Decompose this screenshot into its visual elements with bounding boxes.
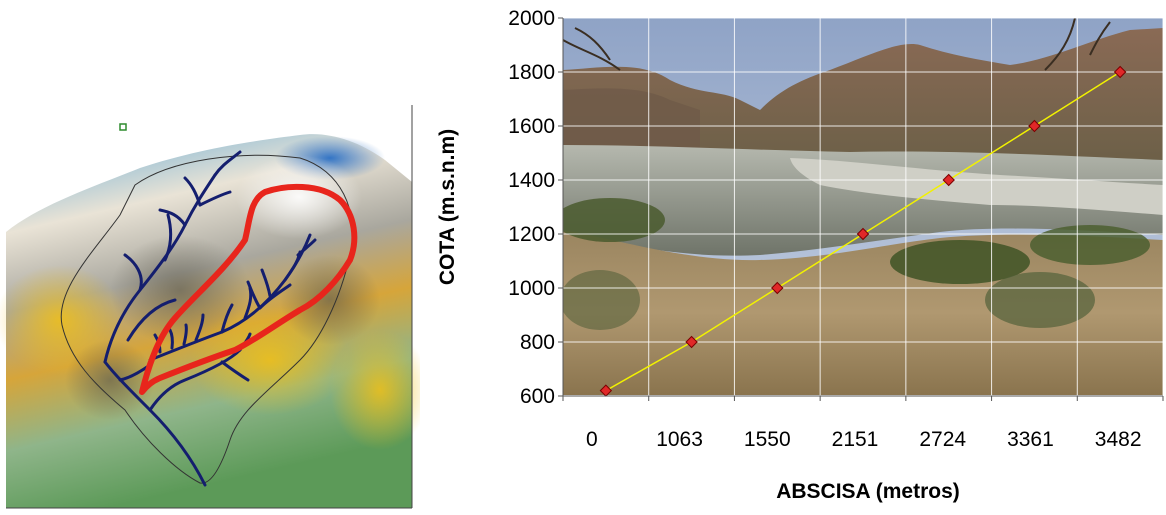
- data-markers: [599, 65, 1127, 397]
- data-point-3: [856, 227, 870, 241]
- x-axis-title: ABSCISA (metros): [776, 480, 960, 503]
- terrain-watershed-map: [0, 105, 420, 509]
- y-tick-label-1: 800: [520, 331, 555, 354]
- elevation-profile-chart: 600 800 1000 1200 1400 1600 1800 2000 0 1063 1550…: [436, 7, 1164, 503]
- basin-outline: [60, 154, 354, 484]
- x-tick-label-4: 2724: [919, 428, 966, 451]
- map-marker-icon: [119, 123, 127, 131]
- x-axis-tick-labels: 0 1063 1550 2151 2724 3361 3482: [586, 428, 1141, 451]
- y-tick-label-2: 1000: [508, 277, 555, 300]
- plot-area: [563, 17, 1164, 397]
- data-point-6: [1113, 65, 1127, 79]
- sub-basin-outline: [139, 183, 358, 395]
- x-tick-label-0: 0: [586, 428, 598, 451]
- y-tick-label-3: 1200: [508, 223, 555, 246]
- x-tick-label-5: 3361: [1007, 428, 1054, 451]
- y-axis-tick-labels: 600 800 1000 1200 1400 1600 1800 2000: [508, 7, 555, 408]
- x-tick-label-2: 1550: [744, 428, 791, 451]
- y-tick-label-7: 2000: [508, 7, 555, 30]
- data-point-2: [771, 281, 784, 295]
- terrain-frame: [6, 105, 413, 509]
- drainage-network: [103, 150, 317, 487]
- y-tick-label-6: 1800: [508, 61, 555, 84]
- x-tick-label-1: 1063: [656, 428, 703, 451]
- data-point-5: [1028, 119, 1041, 133]
- data-point-1: [685, 335, 698, 349]
- x-tick-label-6: 3482: [1095, 428, 1142, 451]
- y-tick-label-0: 600: [520, 385, 555, 408]
- y-tick-label-4: 1400: [508, 169, 555, 192]
- background-photo: [563, 18, 1163, 395]
- x-tick-label-3: 2151: [832, 428, 879, 451]
- y-axis-title: COTA (m.s.n.m): [436, 129, 459, 285]
- data-point-4: [942, 173, 955, 187]
- axes: [558, 17, 1164, 401]
- y-tick-label-5: 1600: [508, 115, 555, 138]
